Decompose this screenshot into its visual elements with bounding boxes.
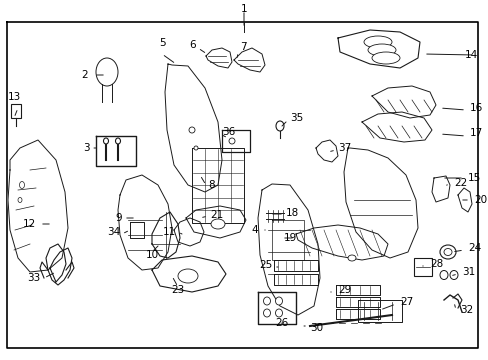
Polygon shape	[130, 222, 143, 238]
Text: 11: 11	[163, 227, 176, 237]
Ellipse shape	[228, 138, 235, 144]
Text: 34: 34	[106, 227, 120, 237]
Text: 3: 3	[83, 143, 90, 153]
Text: 6: 6	[189, 40, 196, 50]
Text: 17: 17	[469, 128, 482, 138]
Text: 32: 32	[459, 305, 472, 315]
Text: 14: 14	[464, 50, 477, 60]
Polygon shape	[258, 184, 319, 315]
Polygon shape	[335, 285, 379, 295]
Ellipse shape	[263, 297, 270, 305]
Ellipse shape	[194, 146, 198, 150]
FancyBboxPatch shape	[11, 104, 21, 118]
Text: 35: 35	[289, 113, 303, 123]
Text: 33: 33	[27, 273, 40, 283]
Polygon shape	[295, 225, 387, 260]
FancyBboxPatch shape	[413, 258, 431, 276]
Text: 5: 5	[159, 38, 165, 48]
Polygon shape	[273, 274, 317, 285]
Ellipse shape	[439, 245, 455, 259]
Polygon shape	[271, 220, 304, 260]
Ellipse shape	[263, 309, 270, 317]
Polygon shape	[337, 30, 419, 68]
Text: 30: 30	[309, 323, 323, 333]
Text: 15: 15	[467, 173, 480, 183]
Text: 10: 10	[145, 250, 158, 260]
Text: 13: 13	[7, 92, 20, 102]
Text: 22: 22	[453, 178, 467, 188]
Text: 24: 24	[467, 243, 480, 253]
Polygon shape	[222, 130, 249, 152]
Ellipse shape	[96, 58, 118, 86]
Text: 27: 27	[399, 297, 412, 307]
Text: 25: 25	[258, 260, 271, 270]
Text: 16: 16	[469, 103, 482, 113]
Ellipse shape	[210, 219, 224, 229]
Ellipse shape	[439, 270, 447, 279]
Text: 36: 36	[222, 127, 235, 137]
Polygon shape	[258, 292, 295, 324]
Text: 1: 1	[240, 4, 247, 14]
Polygon shape	[431, 176, 449, 202]
Text: 23: 23	[171, 285, 184, 295]
Ellipse shape	[178, 269, 198, 283]
Polygon shape	[205, 48, 231, 68]
Polygon shape	[371, 86, 435, 118]
Text: 2: 2	[81, 70, 88, 80]
Text: 18: 18	[285, 208, 299, 218]
Polygon shape	[8, 140, 68, 272]
Polygon shape	[361, 112, 431, 142]
Polygon shape	[335, 309, 379, 319]
Text: 4: 4	[251, 225, 258, 235]
Polygon shape	[357, 300, 401, 322]
Text: 20: 20	[473, 195, 486, 205]
Ellipse shape	[20, 181, 24, 189]
Ellipse shape	[275, 309, 282, 317]
Ellipse shape	[275, 297, 282, 305]
Text: 8: 8	[207, 180, 214, 190]
Text: 21: 21	[209, 210, 223, 220]
Polygon shape	[457, 188, 471, 212]
Text: 9: 9	[115, 213, 122, 223]
Ellipse shape	[189, 127, 195, 133]
Text: 29: 29	[337, 285, 350, 295]
Polygon shape	[315, 140, 337, 162]
Text: 31: 31	[461, 267, 474, 277]
Polygon shape	[164, 64, 222, 192]
Text: 7: 7	[240, 42, 246, 52]
Polygon shape	[192, 148, 244, 223]
Text: 19: 19	[284, 233, 297, 243]
Polygon shape	[335, 297, 379, 307]
Ellipse shape	[18, 198, 22, 202]
Text: 28: 28	[429, 259, 442, 269]
Ellipse shape	[363, 36, 391, 48]
Polygon shape	[118, 175, 172, 270]
Text: 12: 12	[23, 219, 36, 229]
Ellipse shape	[115, 138, 120, 144]
Polygon shape	[96, 136, 136, 166]
Ellipse shape	[103, 138, 108, 144]
Polygon shape	[152, 256, 225, 292]
Ellipse shape	[367, 44, 395, 56]
Ellipse shape	[449, 270, 457, 279]
Ellipse shape	[371, 52, 399, 64]
Polygon shape	[343, 148, 417, 258]
Polygon shape	[273, 260, 317, 271]
Ellipse shape	[443, 248, 451, 256]
Text: 26: 26	[275, 318, 288, 328]
Polygon shape	[174, 218, 203, 246]
Polygon shape	[185, 206, 245, 238]
Ellipse shape	[275, 121, 284, 131]
Ellipse shape	[347, 255, 355, 261]
Polygon shape	[152, 212, 180, 258]
Polygon shape	[234, 48, 264, 72]
Text: 37: 37	[337, 143, 350, 153]
